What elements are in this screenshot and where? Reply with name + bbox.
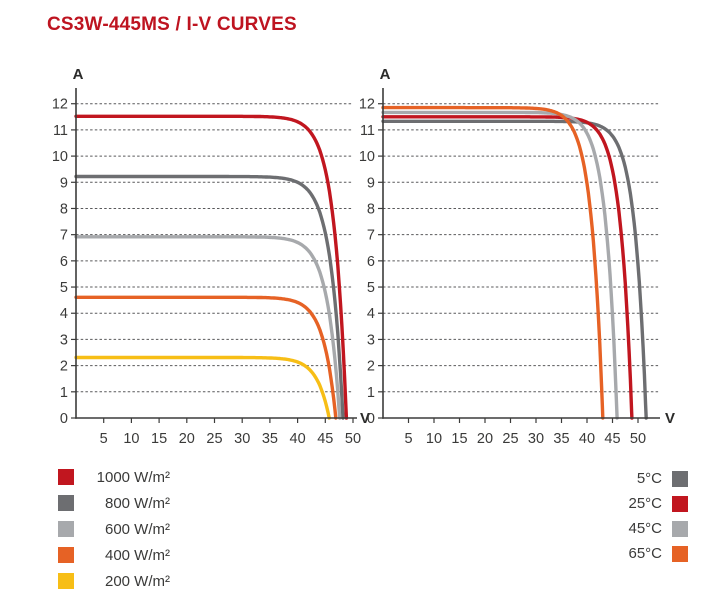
x-tick-label: 5 xyxy=(100,431,108,447)
legend-item: 400 W/m² xyxy=(58,542,170,568)
iv-curve-800-w-m xyxy=(74,174,345,420)
legend-swatch-200wm2 xyxy=(58,573,74,589)
y-tick-label: 9 xyxy=(60,175,68,191)
x-tick-label: 50 xyxy=(630,431,646,447)
x-tick-label: 40 xyxy=(290,431,306,447)
y-tick-label: 0 xyxy=(60,411,68,427)
legend-swatch-800wm2 xyxy=(58,495,74,511)
y-tick-label: 3 xyxy=(367,332,375,348)
legend-swatch-1000wm2 xyxy=(58,469,74,485)
page-title: CS3W-445MS / I-V CURVES xyxy=(47,14,297,35)
x-tick-label: 25 xyxy=(502,431,518,447)
iv-curve-25-c xyxy=(381,115,634,420)
y-tick-label: 2 xyxy=(60,359,68,375)
iv-curve-5-c xyxy=(381,119,648,420)
x-axis-unit-label: V xyxy=(360,410,370,427)
y-tick-label: 12 xyxy=(52,97,68,113)
x-tick-label: 20 xyxy=(477,431,493,447)
x-tick-label: 35 xyxy=(553,431,569,447)
legend-item: 65°C xyxy=(598,541,688,566)
y-tick-label: 8 xyxy=(367,201,375,217)
legend-swatch-45c xyxy=(672,520,688,537)
x-tick-label: 10 xyxy=(426,431,442,447)
x-tick-label: 25 xyxy=(206,431,222,447)
x-tick-label: 45 xyxy=(317,431,333,447)
x-tick-label: 20 xyxy=(179,431,195,447)
y-tick-label: 11 xyxy=(53,123,68,139)
legend-label-400wm2: 400 W/m² xyxy=(104,546,170,564)
iv-curve-45-c xyxy=(381,110,619,420)
y-tick-label: 5 xyxy=(60,280,68,296)
y-tick-label: 10 xyxy=(52,149,68,165)
y-tick-label: 12 xyxy=(359,97,375,113)
x-tick-label: 30 xyxy=(234,431,250,447)
legend-label-25c: 25°C xyxy=(628,495,662,512)
legend-item: 200 W/m² xyxy=(58,568,170,594)
y-tick-label: 1 xyxy=(60,385,68,401)
iv-curve-400-w-m xyxy=(74,295,338,420)
y-axis-unit-label: A xyxy=(380,66,391,83)
x-tick-label: 15 xyxy=(451,431,467,447)
y-tick-label: 5 xyxy=(367,280,375,296)
legend-swatch-65c xyxy=(672,545,688,562)
x-tick-label: 35 xyxy=(262,431,278,447)
temperature-legend: 5°C 25°C 45°C 65°C xyxy=(598,466,688,566)
legend-item: 45°C xyxy=(598,516,688,541)
y-tick-label: 7 xyxy=(60,228,68,244)
legend-label-800wm2: 800 W/m² xyxy=(104,494,170,512)
iv-curve-1000-w-m xyxy=(74,114,349,420)
x-tick-label: 30 xyxy=(528,431,544,447)
y-tick-label: 2 xyxy=(367,359,375,375)
x-tick-label: 40 xyxy=(579,431,595,447)
iv-curve-600-w-m xyxy=(74,235,342,420)
y-tick-label: 6 xyxy=(60,254,68,270)
x-tick-label: 10 xyxy=(123,431,139,447)
legend-item: 5°C xyxy=(598,466,688,491)
y-tick-label: 4 xyxy=(60,306,68,322)
legend-label-200wm2: 200 W/m² xyxy=(104,572,170,590)
x-tick-label: 15 xyxy=(151,431,167,447)
y-tick-label: 7 xyxy=(367,228,375,244)
y-tick-label: 8 xyxy=(60,201,68,217)
y-axis-unit-label: A xyxy=(73,66,84,83)
y-tick-label: 4 xyxy=(367,306,375,322)
legend-label-65c: 65°C xyxy=(628,545,662,562)
irradiance-legend: 1000 W/m² 800 W/m² 600 W/m² 400 W/m² 200… xyxy=(58,464,170,594)
legend-label-45c: 45°C xyxy=(628,520,662,537)
legend-label-5c: 5°C xyxy=(636,470,662,487)
legend-swatch-600wm2 xyxy=(58,521,74,537)
legend-label-1000wm2: 1000 W/m² xyxy=(96,468,170,486)
legend-item: 25°C xyxy=(598,491,688,516)
y-tick-label: 9 xyxy=(367,175,375,191)
x-axis-unit-label: V xyxy=(665,410,675,427)
legend-item: 1000 W/m² xyxy=(58,464,170,490)
legend-swatch-25c xyxy=(672,495,688,512)
legend-label-600wm2: 600 W/m² xyxy=(104,520,170,538)
legend-item: 800 W/m² xyxy=(58,490,170,516)
y-tick-label: 11 xyxy=(360,123,375,139)
iv-curve-200-w-m xyxy=(74,355,331,420)
x-tick-label: 45 xyxy=(604,431,620,447)
iv-curve-65-c xyxy=(381,105,605,420)
legend-item: 600 W/m² xyxy=(58,516,170,542)
x-tick-label: 5 xyxy=(404,431,412,447)
legend-swatch-5c xyxy=(672,470,688,487)
y-tick-label: 10 xyxy=(359,149,375,165)
y-tick-label: 3 xyxy=(60,332,68,348)
legend-swatch-400wm2 xyxy=(58,547,74,563)
y-tick-label: 1 xyxy=(367,385,375,401)
y-tick-label: 6 xyxy=(367,254,375,270)
y-tick-label: 0 xyxy=(367,411,375,427)
x-tick-label: 50 xyxy=(345,431,361,447)
